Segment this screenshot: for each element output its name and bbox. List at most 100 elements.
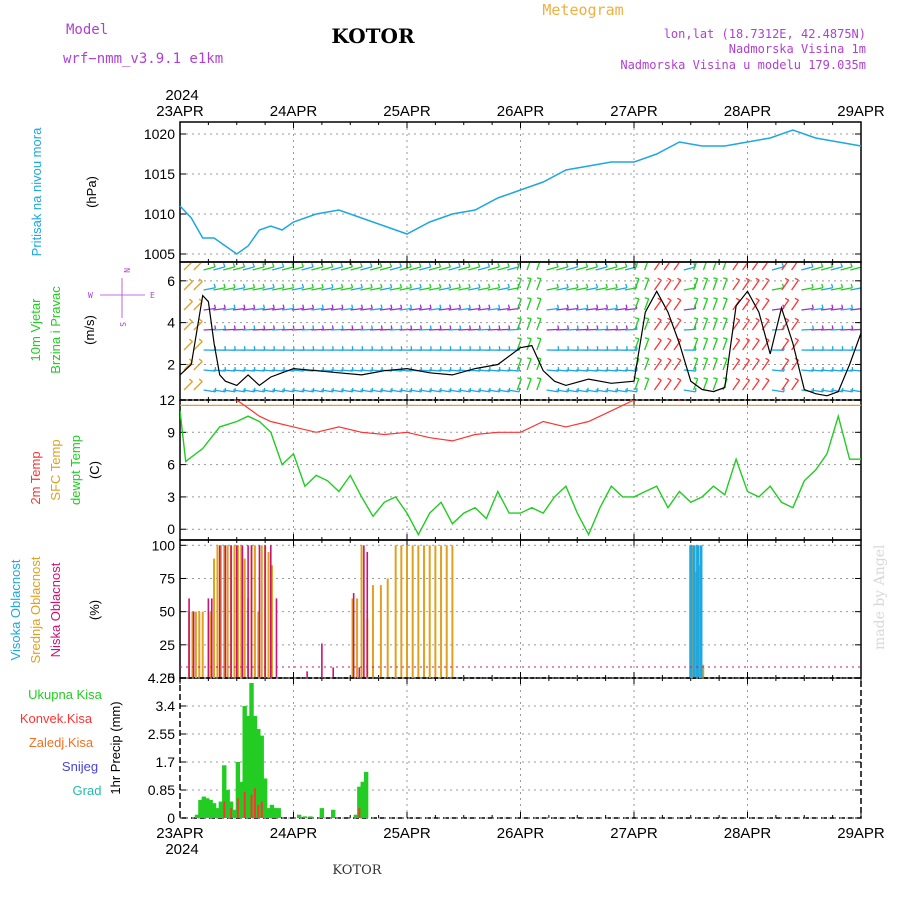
wind-barb-flag: [765, 357, 770, 361]
wind-barb-flag: [605, 283, 608, 288]
y-tick-label-2: 1015: [144, 166, 175, 182]
wind-barb-flag: [390, 304, 393, 309]
precip-total-bar: [205, 798, 210, 818]
date-label-bottom-5: 28APR: [724, 825, 772, 842]
wind-barb: [487, 389, 500, 393]
precip-total-bar: [198, 799, 203, 818]
wind-barb-flag: [645, 258, 649, 259]
wind-barb: [556, 389, 569, 393]
y-tick-label-0: 1005: [144, 246, 175, 262]
wind-barb-flag: [458, 283, 461, 288]
wind-barb-flag: [556, 304, 560, 309]
wind-barb: [252, 266, 265, 271]
wind-barb-flag: [370, 283, 373, 288]
wind-barb: [850, 266, 861, 271]
low-cloud-bar: [366, 551, 369, 678]
wind-barb: [830, 389, 843, 393]
wind-barb-flag: [282, 283, 285, 288]
low-cloud-bar: [247, 545, 249, 678]
wind-barb-flag: [595, 262, 598, 268]
wind-barb: [595, 266, 608, 271]
high-cloud-bar: [689, 545, 693, 678]
wind-barb-flag: [272, 304, 275, 309]
wind-barb-flag: [321, 283, 324, 288]
mid-cloud-bar: [223, 545, 226, 678]
wind-barb-flag: [703, 377, 708, 380]
wind-barb-flag: [301, 262, 304, 268]
precip-total-bar: [225, 790, 230, 818]
temp2m-label: 2m Temp: [28, 451, 43, 504]
precip-grid: [180, 677, 861, 819]
temperature-frame: [179, 399, 862, 541]
wind-barb: [692, 298, 699, 311]
wind-barb-flag: [192, 262, 193, 263]
wind-barb-flag: [311, 304, 315, 309]
wind-barb: [811, 266, 823, 271]
wind-barb: [751, 319, 760, 331]
wind-barb: [487, 266, 500, 271]
precip-total-bar: [363, 771, 369, 818]
y-tick-label-1: 25: [159, 637, 175, 653]
wind-barb: [301, 307, 314, 311]
wind-barb: [556, 287, 569, 291]
wind-barb-flag: [831, 325, 834, 330]
wind-barb-flag: [507, 262, 510, 268]
wind-barb-flag: [224, 325, 227, 330]
wind-barb-flag: [745, 337, 750, 341]
wind-barb: [820, 287, 833, 291]
model-elevation-label: Nadmorska Visina u modelu 179.035m: [620, 58, 866, 72]
wind-barb: [732, 379, 741, 391]
wind-barb-flag: [409, 283, 412, 288]
wind-barb-flag: [263, 325, 266, 330]
wind-barb-flag: [795, 258, 799, 260]
wind-barb: [781, 379, 790, 391]
wind-barb: [624, 266, 637, 271]
wind-barb-flag: [745, 317, 750, 321]
station-title: KOTOR: [331, 24, 415, 48]
year-top: 2024: [165, 87, 198, 104]
wind-barb-flag: [468, 283, 471, 288]
wind-barb: [751, 339, 760, 351]
wind-barb: [487, 307, 500, 311]
wind-barb: [438, 287, 451, 291]
wind-barb: [419, 389, 432, 393]
wind-barb: [771, 389, 784, 393]
wind-barb: [321, 307, 334, 311]
wind-barb: [712, 298, 718, 311]
wind-barb: [262, 389, 275, 393]
wind-barb-flag: [755, 277, 760, 281]
wind-barb: [516, 262, 521, 271]
wind-barb-flag: [361, 325, 364, 330]
wind-barb-flag: [418, 262, 422, 268]
wind-barb-flag: [811, 283, 814, 288]
wind-barb: [321, 389, 334, 393]
wind-barb-flag: [693, 377, 698, 380]
wind-barb-flag: [713, 337, 718, 340]
wind-barb: [663, 359, 672, 371]
wind-barb: [653, 299, 662, 311]
wind-barb: [536, 338, 542, 351]
wind-barb-flag: [667, 357, 672, 361]
wind-barb-flag: [840, 262, 843, 268]
top-date-labels: 23APR 24APR 25APR 26APR 27APR 28APR 29APR: [156, 103, 885, 120]
date-label-bottom-4: 27APR: [610, 825, 658, 842]
wind-barb: [546, 389, 559, 393]
wind-barb-flag: [693, 317, 698, 320]
wind-barb: [830, 369, 843, 372]
wind-barb-flag: [517, 337, 522, 340]
wind-barb-flag: [439, 304, 442, 309]
low-cloud-bar: [250, 545, 253, 678]
date-label-bottom-6: 29APR: [837, 825, 885, 842]
wind-barb-flag: [756, 258, 760, 260]
wind-barb: [272, 369, 285, 372]
wind-barb: [595, 369, 608, 372]
temperature-ticks: 0 3 6 9 12: [159, 392, 862, 540]
wind-barb: [643, 262, 649, 271]
wind-barb: [487, 369, 500, 372]
wind-barb: [428, 287, 441, 291]
cloud-bars: [188, 545, 705, 678]
wind-barb-flag: [820, 262, 824, 268]
wind-barb: [820, 369, 834, 372]
wind-barb: [360, 369, 373, 372]
mid-cloud-bar: [379, 585, 382, 678]
